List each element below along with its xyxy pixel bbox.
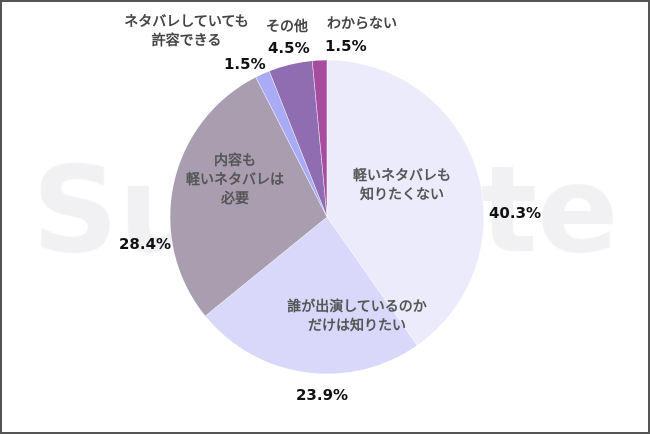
slice-value-1: 23.9% [296,386,349,404]
slice-label-2: 内容も 軽いネタバレは 必要 [186,153,284,207]
slice-label-4: その他 [266,19,308,35]
slice-label-3: ネタバレしていても 許容できる [124,14,249,49]
slice-value-4: 4.5% [268,39,310,57]
slice-label-1: 誰が出演しているのか だけは知りたい [287,299,427,334]
pie-slice-0 [326,59,485,346]
pie-slice-2 [169,76,328,317]
slice-label-0: 軽いネタバレも 知りたくない [353,168,451,203]
slice-value-2: 28.4% [119,235,172,253]
pie-slice-5 [311,59,328,218]
slice-value-5: 1.5% [325,37,367,55]
pie-slice-1 [204,216,418,375]
slice-value-0: 40.3% [489,204,542,222]
slice-value-3: 1.5% [224,55,266,73]
slice-label-5: わからない [327,16,397,32]
